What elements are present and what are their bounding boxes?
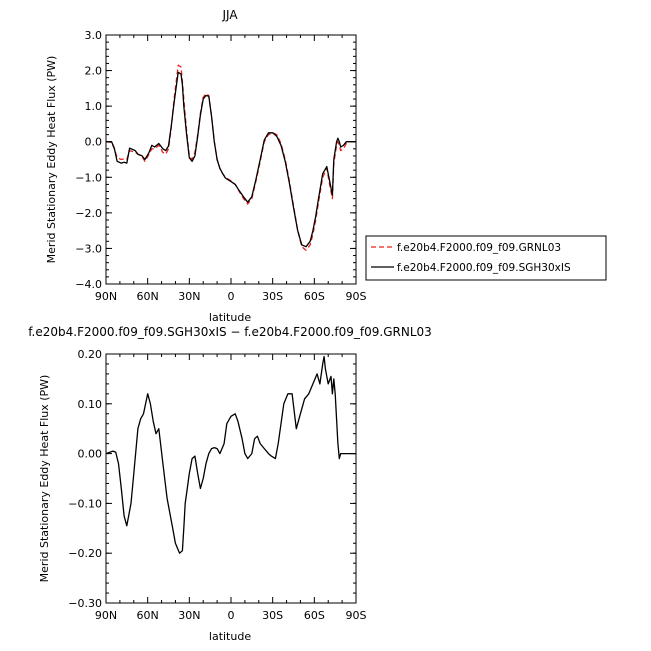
legend-label-grnl03: f.e20b4.F2000.f09_f09.GRNL03 <box>397 242 561 254</box>
top-x-tick-label: 90N <box>95 290 117 303</box>
top-y-tick-label: 3.0 <box>85 29 103 42</box>
bottom-y-tick-label: 0.00 <box>78 448 103 461</box>
legend-label-sgh30xis: f.e20b4.F2000.f09_f09.SGH30xIS <box>397 262 571 274</box>
top-x-axis-label: latitude <box>209 311 251 324</box>
bottom-x-tick-label: 0 <box>228 609 235 622</box>
bottom-x-axis-label: latitude <box>209 630 251 643</box>
top-panel: JJA 3.0 2.0 1.0 0.0 −1.0 −2.0 −3.0 −4.0 90N 60N 3… <box>45 8 367 324</box>
top-x-tick-label: 60S <box>304 290 325 303</box>
top-chart-title: JJA <box>221 8 238 22</box>
bottom-x-tick-label: 30N <box>178 609 200 622</box>
bottom-series-line-0 <box>105 355 356 554</box>
bottom-chart-title: f.e20b4.F2000.f09_f09.SGH30xIS − f.e20b4… <box>28 325 432 339</box>
top-x-tick-labels: 90N 60N 30N 0 30S 60S 90S <box>95 290 367 303</box>
bottom-y-tick-label: 0.20 <box>78 348 103 361</box>
top-series-line-1 <box>106 71 356 248</box>
top-x-tick-label: 30N <box>178 290 200 303</box>
legend: f.e20b4.F2000.f09_f09.GRNL03 f.e20b4.F20… <box>365 235 607 281</box>
legend-box <box>365 235 607 281</box>
bottom-series-lines <box>105 355 356 554</box>
top-x-tick-label: 60N <box>137 290 159 303</box>
bottom-x-tick-label: 60N <box>137 609 159 622</box>
bottom-x-tick-labels: 90N 60N 30N 0 30S 60S 90S <box>95 609 367 622</box>
bottom-axis-ticks <box>105 353 357 604</box>
top-y-axis-label: Merid Stationary Eddy Heat Flux (PW) <box>45 56 58 264</box>
top-y-tick-label: −1.0 <box>75 171 102 184</box>
bottom-y-axis-label: Merid Stationary Eddy Heat Flux (PW) <box>38 375 51 583</box>
bottom-y-tick-labels: 0.20 0.10 0.00 −0.10 −0.20 −0.30 <box>68 348 102 610</box>
bottom-x-tick-label: 90N <box>95 609 117 622</box>
top-y-tick-label: 1.0 <box>85 100 103 113</box>
top-series-lines <box>105 64 356 251</box>
top-y-tick-label: −2.0 <box>75 207 102 220</box>
bottom-panel: f.e20b4.F2000.f09_f09.SGH30xIS − f.e20b4… <box>28 325 432 643</box>
top-axis-ticks <box>105 34 357 285</box>
bottom-plot-frame <box>105 353 357 604</box>
top-y-tick-label: −4.0 <box>75 278 102 291</box>
bottom-x-tick-label: 60S <box>304 609 325 622</box>
bottom-y-tick-label: −0.20 <box>68 547 102 560</box>
top-y-tick-label: 2.0 <box>85 65 103 78</box>
top-x-tick-label: 0 <box>228 290 235 303</box>
top-y-tick-labels: 3.0 2.0 1.0 0.0 −1.0 −2.0 −3.0 −4.0 <box>75 29 102 291</box>
bottom-y-tick-label: −0.30 <box>68 597 102 610</box>
top-y-tick-label: −3.0 <box>75 242 102 255</box>
bottom-x-tick-label: 30S <box>262 609 283 622</box>
top-y-tick-label: 0.0 <box>85 136 103 149</box>
bottom-y-tick-label: −0.10 <box>68 497 102 510</box>
top-x-tick-label: 90S <box>346 290 367 303</box>
top-x-tick-label: 30S <box>262 290 283 303</box>
bottom-y-tick-label: 0.10 <box>78 398 103 411</box>
bottom-x-tick-label: 90S <box>346 609 367 622</box>
